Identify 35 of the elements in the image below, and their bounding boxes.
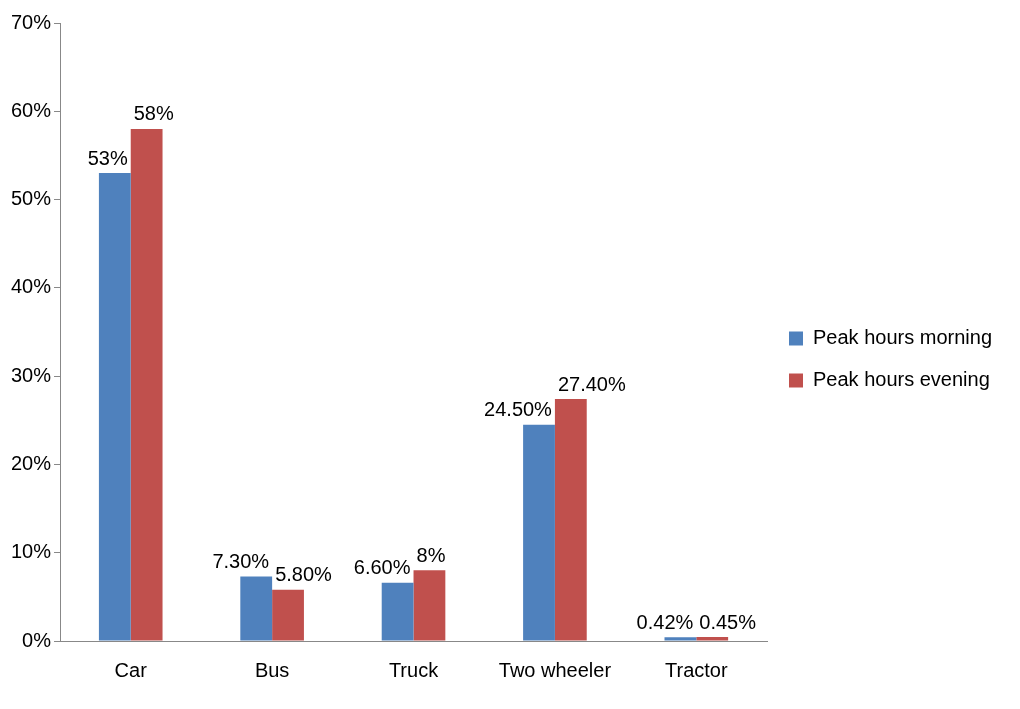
legend-label: Peak hours morning <box>813 326 992 349</box>
y-tick-label: 30% <box>11 363 52 386</box>
bar <box>98 173 131 641</box>
bar <box>664 637 697 641</box>
data-label: 53% <box>87 146 128 169</box>
x-tick-label: Truck <box>388 658 440 681</box>
x-tick-label: Car <box>114 658 148 681</box>
bar <box>240 576 273 641</box>
data-label: 8% <box>416 543 446 566</box>
x-tick-label: Two wheeler <box>498 658 612 681</box>
bar <box>554 399 587 641</box>
bar <box>130 128 163 641</box>
y-tick-label: 10% <box>11 540 52 563</box>
bar <box>272 589 304 641</box>
data-label: 58% <box>133 102 174 125</box>
x-tick-label: Tractor <box>665 658 728 681</box>
bar <box>523 424 555 641</box>
data-label: 27.40% <box>557 372 626 395</box>
data-label: 24.50% <box>484 398 553 421</box>
legend-label: Peak hours evening <box>813 368 990 391</box>
y-tick-label: 0% <box>22 628 52 651</box>
data-label: 6.60% <box>353 556 411 579</box>
y-tick-label: 40% <box>11 275 52 298</box>
data-label: 0.42% <box>636 610 694 633</box>
y-tick-label: 20% <box>11 451 52 474</box>
y-tick-label: 60% <box>11 98 52 121</box>
bar <box>696 637 729 641</box>
x-tick-label: Bus <box>254 658 290 681</box>
y-tick-label: 50% <box>11 187 52 210</box>
data-label: 0.45% <box>699 610 757 633</box>
bar <box>381 582 414 641</box>
y-tick-label: 70% <box>11 10 52 33</box>
data-label: 5.80% <box>275 563 333 586</box>
data-label: 7.30% <box>212 550 270 573</box>
bar <box>413 570 446 641</box>
